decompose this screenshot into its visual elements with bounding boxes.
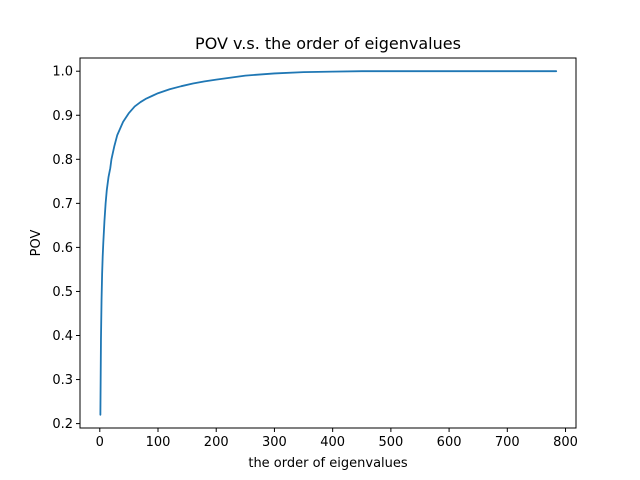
chart-title: POV v.s. the order of eigenvalues xyxy=(195,34,461,53)
series-line xyxy=(99,70,558,416)
plot-frame xyxy=(79,57,577,429)
x-tick-label: 800 xyxy=(553,435,578,450)
y-tick-label: 0.6 xyxy=(52,241,73,256)
plot-area xyxy=(80,58,576,428)
x-tick-label: 700 xyxy=(495,435,520,450)
y-tick-label: 0.4 xyxy=(52,329,73,344)
x-axis-label: the order of eigenvalues xyxy=(248,456,408,471)
x-tick-label: 400 xyxy=(320,435,345,450)
y-tick-label: 0.7 xyxy=(52,197,73,212)
y-axis-label: POV xyxy=(29,230,44,257)
x-tick-label: 0 xyxy=(96,435,104,450)
x-tick-label: 100 xyxy=(146,435,171,450)
y-tick-label: 0.5 xyxy=(52,285,73,300)
y-tick-label: 0.3 xyxy=(52,373,73,388)
x-tick-label: 500 xyxy=(378,435,403,450)
ticks-layer: 0 100 200 300 400 500 600 700 800 0.2 0.3 0.4 0.5 0.6… xyxy=(52,65,578,450)
x-tick-label: 200 xyxy=(204,435,229,450)
x-tick-label: 300 xyxy=(262,435,287,450)
y-tick-label: 0.2 xyxy=(52,417,73,432)
y-tick-label: 0.8 xyxy=(52,153,73,168)
series-layer xyxy=(99,70,558,416)
y-tick-label: 0.9 xyxy=(52,109,73,124)
x-tick-label: 600 xyxy=(437,435,462,450)
y-tick-label: 1.0 xyxy=(52,65,73,80)
